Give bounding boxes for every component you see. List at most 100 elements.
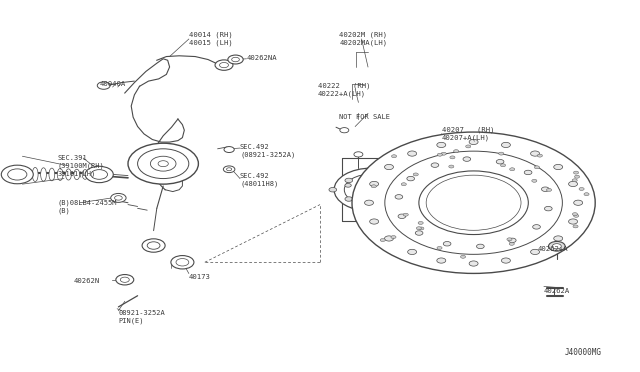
Circle shape [437,182,510,224]
Circle shape [545,206,552,211]
Circle shape [575,175,580,178]
Circle shape [371,185,376,188]
Text: (B)08LB4-2455M
(B): (B)08LB4-2455M (B) [58,199,117,214]
Text: NOT FOR SALE: NOT FOR SALE [339,114,390,120]
Circle shape [227,168,232,171]
Circle shape [509,168,515,171]
Circle shape [524,170,532,175]
Circle shape [413,173,419,176]
Circle shape [463,157,470,161]
Ellipse shape [58,169,63,180]
Ellipse shape [49,168,55,181]
Circle shape [554,164,563,170]
Circle shape [573,200,582,205]
Circle shape [508,238,516,243]
Circle shape [111,193,126,202]
Circle shape [507,238,512,241]
Circle shape [116,275,134,285]
Circle shape [477,244,484,248]
Circle shape [452,212,463,218]
Circle shape [437,142,446,148]
Circle shape [468,184,479,190]
Circle shape [407,176,415,181]
Ellipse shape [41,168,47,181]
Text: SEC.391
(39100M(RH)
39101(LH): SEC.391 (39100M(RH) 39101(LH) [58,154,104,177]
Circle shape [456,192,492,213]
Circle shape [431,163,439,167]
Circle shape [501,142,510,148]
Circle shape [138,149,189,179]
Circle shape [385,236,394,241]
Circle shape [354,152,363,157]
Text: SEC.492
(08921-3252A): SEC.492 (08921-3252A) [240,144,295,158]
Circle shape [365,200,374,205]
Circle shape [443,195,453,201]
Text: 40040A: 40040A [99,81,125,87]
Text: 40202M (RH)
40202MA(LH): 40202M (RH) 40202MA(LH) [339,32,387,46]
Circle shape [415,231,423,235]
Circle shape [392,155,397,158]
Circle shape [228,55,243,64]
Circle shape [220,62,228,68]
Circle shape [380,238,385,241]
Circle shape [548,241,565,251]
Circle shape [382,199,388,203]
Circle shape [150,156,176,171]
Circle shape [401,183,406,186]
Circle shape [385,151,563,254]
Circle shape [176,259,189,266]
Circle shape [385,164,394,170]
Circle shape [368,174,374,177]
Circle shape [437,153,442,156]
Circle shape [568,182,577,187]
Circle shape [223,166,235,173]
Circle shape [224,147,234,153]
Circle shape [568,219,577,224]
Circle shape [449,165,454,168]
Circle shape [437,258,446,263]
Text: 40207   (RH)
40207+A(LH): 40207 (RH) 40207+A(LH) [442,127,494,141]
Circle shape [419,227,424,230]
Circle shape [340,128,349,133]
Ellipse shape [83,170,88,179]
Circle shape [584,193,589,196]
Text: 40222   (RH)
40222+A(LH): 40222 (RH) 40222+A(LH) [318,82,371,96]
Circle shape [531,151,540,156]
Circle shape [334,168,408,211]
Circle shape [419,171,529,234]
Circle shape [465,198,482,208]
Circle shape [97,82,110,89]
Circle shape [469,261,478,266]
Text: 40262A: 40262A [544,288,570,294]
Circle shape [509,242,515,245]
Circle shape [532,179,537,182]
Circle shape [532,225,540,229]
Text: 40173: 40173 [189,274,211,280]
Circle shape [538,154,543,157]
Circle shape [142,239,165,252]
Circle shape [416,227,421,230]
Circle shape [499,152,504,155]
Circle shape [361,187,369,192]
Text: 08921-3252A
PIN(E): 08921-3252A PIN(E) [118,310,165,324]
Circle shape [370,219,379,224]
Circle shape [552,244,561,249]
Circle shape [579,187,584,190]
Circle shape [573,171,579,174]
Circle shape [364,185,379,194]
Ellipse shape [66,169,72,180]
Circle shape [437,246,442,249]
Ellipse shape [32,167,38,182]
Circle shape [329,187,337,192]
Circle shape [426,175,521,230]
Circle shape [85,166,113,183]
Circle shape [460,255,465,258]
Text: 40014 (RH)
40015 (LH): 40014 (RH) 40015 (LH) [189,32,232,46]
Circle shape [494,195,504,201]
Circle shape [147,242,160,249]
Circle shape [355,180,387,199]
Text: 40262NA: 40262NA [246,55,277,61]
Circle shape [408,249,417,254]
Circle shape [171,256,194,269]
Circle shape [354,199,360,203]
